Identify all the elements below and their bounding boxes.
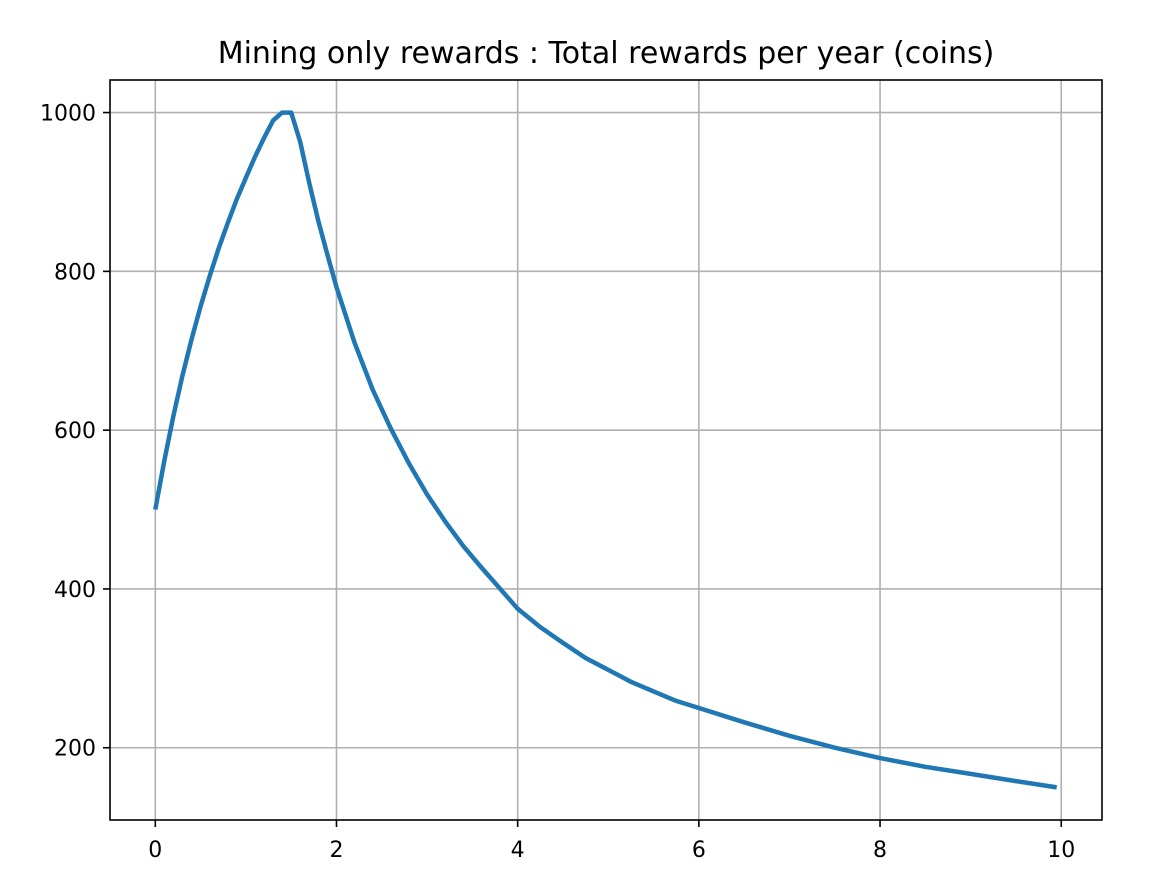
x-tick-label: 10 xyxy=(1047,838,1075,863)
y-tick-label: 1000 xyxy=(40,102,96,127)
series-line xyxy=(153,110,1058,790)
y-tick-label: 200 xyxy=(54,737,96,762)
plot-area: 0 2 4 6 8 10 200 400 600 800 1000 xyxy=(40,79,1103,863)
y-tick-label: 800 xyxy=(54,260,96,285)
chart-title: Mining only rewards : Total rewards per … xyxy=(218,36,995,71)
plot-frame xyxy=(109,79,1103,821)
x-tick-label: 4 xyxy=(511,838,525,863)
x-tick-label: 6 xyxy=(692,838,706,863)
y-tick-label: 600 xyxy=(54,419,96,444)
data-series xyxy=(153,110,1058,790)
axis-ticks: 0 2 4 6 8 10 200 400 600 800 1000 xyxy=(40,102,1075,863)
grid-lines xyxy=(110,80,1102,820)
x-tick-label: 8 xyxy=(873,838,887,863)
y-tick-label: 400 xyxy=(54,578,96,603)
x-tick-label: 2 xyxy=(329,838,343,863)
x-tick-label: 0 xyxy=(148,838,162,863)
